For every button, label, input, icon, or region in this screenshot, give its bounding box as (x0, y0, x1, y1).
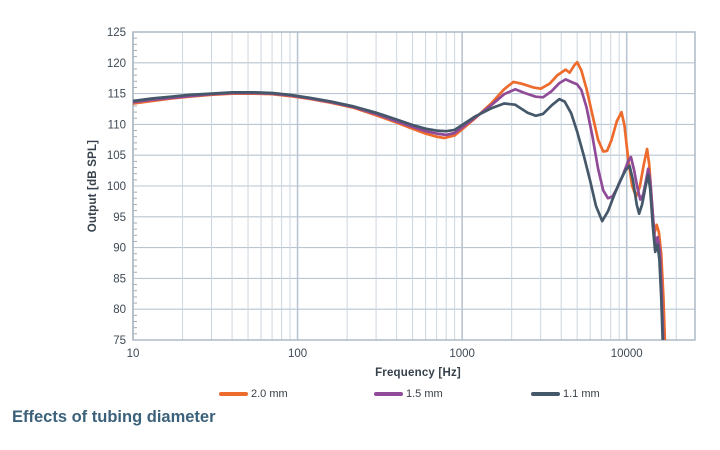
x-axis-title: Frequency [Hz] (375, 367, 461, 379)
svg-text:90: 90 (113, 243, 126, 255)
legend-label: 2.0 mm (251, 388, 288, 400)
svg-text:80: 80 (113, 304, 126, 316)
svg-text:110: 110 (108, 119, 126, 131)
svg-text:100: 100 (107, 181, 126, 193)
legend-swatch-purple-icon (374, 392, 403, 396)
svg-text:85: 85 (113, 273, 126, 285)
legend-label: 1.1 mm (563, 388, 600, 400)
legend-swatch-orange-icon (219, 392, 248, 396)
svg-text:10000: 10000 (611, 348, 643, 360)
svg-text:125: 125 (107, 27, 126, 39)
svg-text:100: 100 (288, 348, 307, 360)
chart-legend: 2.0 mm 1.5 mm 1.1 mm (0, 386, 720, 404)
legend-item-2mm: 2.0 mm (219, 386, 288, 402)
legend-item-1-1mm: 1.1 mm (531, 386, 600, 402)
svg-text:120: 120 (107, 58, 126, 70)
y-axis-title: Output [dB SPL] (87, 139, 99, 233)
svg-text:10: 10 (127, 348, 140, 360)
legend-item-1-5mm: 1.5 mm (374, 386, 443, 402)
svg-text:105: 105 (107, 150, 126, 162)
svg-text:75: 75 (113, 335, 126, 347)
legend-label: 1.5 mm (406, 388, 443, 400)
figure-caption: Effects of tubing diameter (12, 408, 216, 426)
svg-text:1000: 1000 (449, 348, 475, 360)
svg-text:95: 95 (113, 212, 126, 224)
svg-text:115: 115 (108, 89, 126, 101)
legend-swatch-slate-icon (531, 392, 560, 396)
